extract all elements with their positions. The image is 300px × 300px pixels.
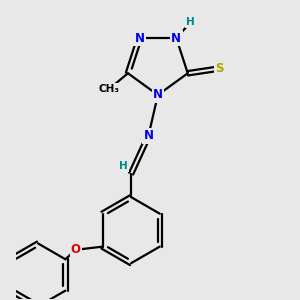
- Text: N: N: [134, 32, 144, 45]
- Text: N: N: [171, 32, 181, 45]
- Text: H: H: [186, 17, 195, 27]
- Text: N: N: [143, 129, 153, 142]
- Text: H: H: [119, 161, 128, 171]
- Text: CH₃: CH₃: [99, 84, 120, 94]
- Text: S: S: [215, 62, 224, 75]
- Text: O: O: [71, 243, 81, 256]
- Text: N: N: [153, 88, 163, 101]
